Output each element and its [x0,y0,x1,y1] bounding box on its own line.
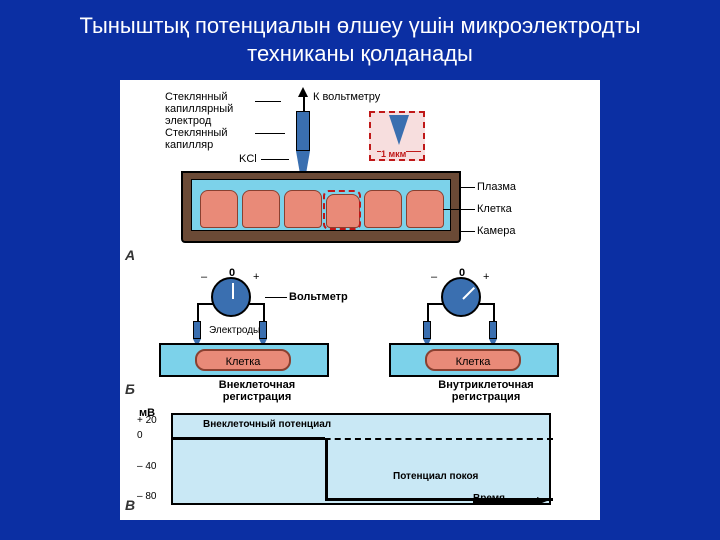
label-glass-capillary: Стеклянный капилляр [165,127,265,151]
electrode-left [193,321,201,339]
dial-plus: + [483,271,489,283]
label-capillary-electrode: Стеклянный капиллярный электрод [165,91,265,127]
panel-b: Б – 0 + Клетка Внеклеточная регис [120,272,600,402]
potential-graph: Внеклеточный потенциал Потенциал покоя В… [171,413,551,505]
dial-minus: – [431,271,437,283]
leader-line [255,101,281,102]
voltmeter-needle [462,287,475,300]
microelectrode-body [296,111,310,151]
y-tick-label: + 20 [137,415,157,426]
label-to-voltmeter: К вольтметру [313,91,380,103]
arrow-up-icon [298,87,308,97]
label-electrodes: Электроды [209,325,260,336]
voltmeter-dial [441,277,481,317]
panel-b-letter: Б [125,381,135,397]
panel-c: В мВ + 200– 40– 80 Внеклеточный потенциа… [120,406,600,516]
label-resting-potential: Потенциал покоя [393,471,478,482]
label-kcl: KCl [239,153,257,165]
leader-line [459,187,475,188]
electrode-left [423,321,431,339]
chamber-bath [191,179,451,231]
dial-minus: – [201,271,207,283]
cell-shape [284,190,322,228]
cell-box: Клетка [195,349,291,371]
trace-segment [173,437,325,440]
slide: Тыныштық потенциалын өлшеу үшін микроэле… [0,0,720,540]
inset-electrode-tip [389,115,409,145]
panel-a: А Стеклянный капиллярный электрод Стекля… [120,80,600,270]
caption-intracellular: Внутриклеточная регистрация [421,379,551,403]
cell-shape [364,190,402,228]
cell-highlight [323,190,361,230]
label-extracellular-potential: Внеклеточный потенциал [203,419,331,430]
cell-shape [200,190,238,228]
chamber-outer [181,171,461,243]
leader-line [255,133,285,134]
x-arrow-line [473,501,537,503]
dial-plus: + [253,271,259,283]
label-chamber: Камера [477,225,515,237]
panel-c-letter: В [125,497,135,513]
figure-container: А Стеклянный капиллярный электрод Стекля… [120,80,600,520]
leader-line [261,159,289,160]
trace-drop [325,438,328,499]
voltmeter-needle [232,283,234,299]
slide-title: Тыныштық потенциалын өлшеу үшін микроэле… [0,0,720,75]
inset-scale-label: 1 мкм [381,149,406,159]
cell-shape [406,190,444,228]
leader-line [443,209,475,210]
leader-line [459,231,475,232]
leader-line [265,297,287,298]
y-tick-label: – 80 [137,491,156,502]
label-voltmeter: Вольтметр [289,291,348,303]
cell-box: Клетка [425,349,521,371]
label-plasma: Плазма [477,181,516,193]
y-tick-label: – 40 [137,461,156,472]
setup-intracellular: – 0 + Клетка Внутриклеточная регистрация [381,273,591,393]
panel-a-letter: А [125,247,135,263]
label-cell: Клетка [477,203,512,215]
y-tick-label: 0 [137,430,143,441]
caption-extracellular: Внеклеточная регистрация [197,379,317,403]
wire [197,303,213,305]
arrow-right-icon [537,497,547,505]
electrode-right [489,321,497,339]
cell-shape [242,190,280,228]
wire [427,303,443,305]
inset-box: 1 мкм [369,111,425,161]
voltmeter-dial [211,277,251,317]
